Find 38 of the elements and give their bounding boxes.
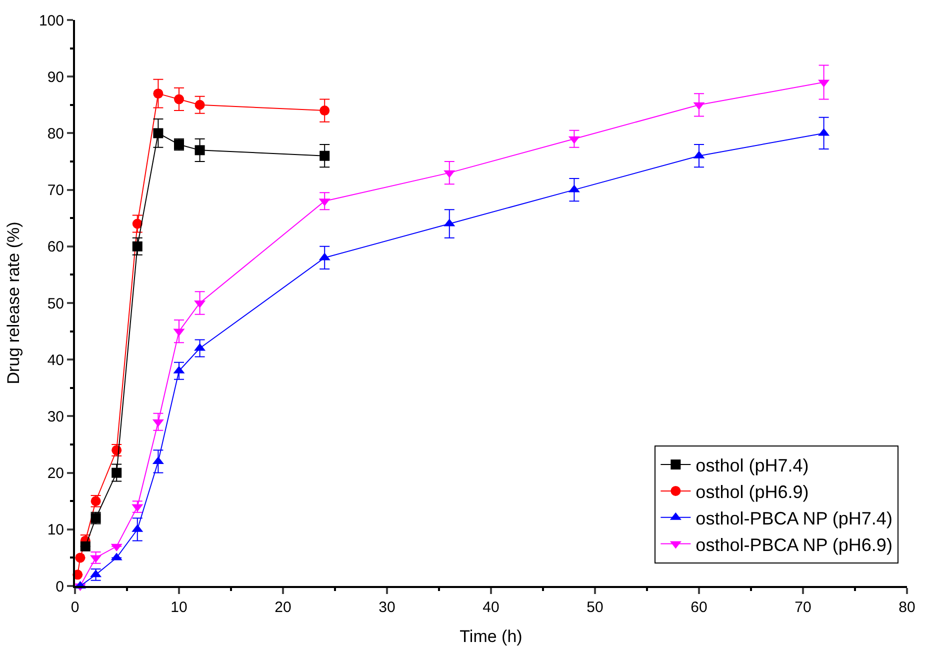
y-tick-label: 60 xyxy=(47,238,64,256)
point xyxy=(320,150,330,161)
x-tick-label: 10 xyxy=(170,599,188,616)
point xyxy=(194,100,205,110)
x-axis-title: Time (h) xyxy=(460,626,522,646)
y-axis-title: Drug release rate (%) xyxy=(4,222,24,384)
point xyxy=(174,94,184,104)
x-tick-label: 40 xyxy=(482,599,500,616)
legend-label: osthol-PBCA NP (pH6.9) xyxy=(696,534,892,555)
point xyxy=(75,552,86,563)
y-tick-label: 20 xyxy=(47,465,64,482)
y-tick-label: 50 xyxy=(47,295,64,312)
point xyxy=(194,145,205,156)
y-tick-label: 100 xyxy=(38,12,64,30)
point xyxy=(153,128,164,138)
x-tick-label: 70 xyxy=(794,599,812,616)
y-tick-label: 80 xyxy=(47,125,64,142)
legend-label: osthol (pH7.4) xyxy=(696,456,809,476)
y-tick-label: 10 xyxy=(47,522,64,539)
x-tick-label: 50 xyxy=(586,599,604,616)
y-tick-label: 90 xyxy=(47,68,64,86)
point xyxy=(153,88,164,99)
point xyxy=(112,468,122,478)
legend-label: osthol (pH6.9) xyxy=(696,482,809,502)
x-tick-label: 80 xyxy=(898,599,916,616)
legend-label: osthol-PBCA NP (pH7.4) xyxy=(696,508,892,528)
x-tick-label: 60 xyxy=(690,599,708,616)
point xyxy=(132,218,142,229)
y-tick-label: 40 xyxy=(47,352,64,369)
point xyxy=(132,241,142,252)
y-tick-label: 30 xyxy=(47,408,64,426)
x-tick-label: 30 xyxy=(378,599,396,616)
y-tick-label: 0 xyxy=(56,578,64,596)
y-tick-label: 70 xyxy=(47,182,64,200)
x-tick-label: 20 xyxy=(274,599,292,616)
x-tick-label: 0 xyxy=(70,599,80,616)
point xyxy=(80,541,90,552)
point xyxy=(320,106,330,116)
